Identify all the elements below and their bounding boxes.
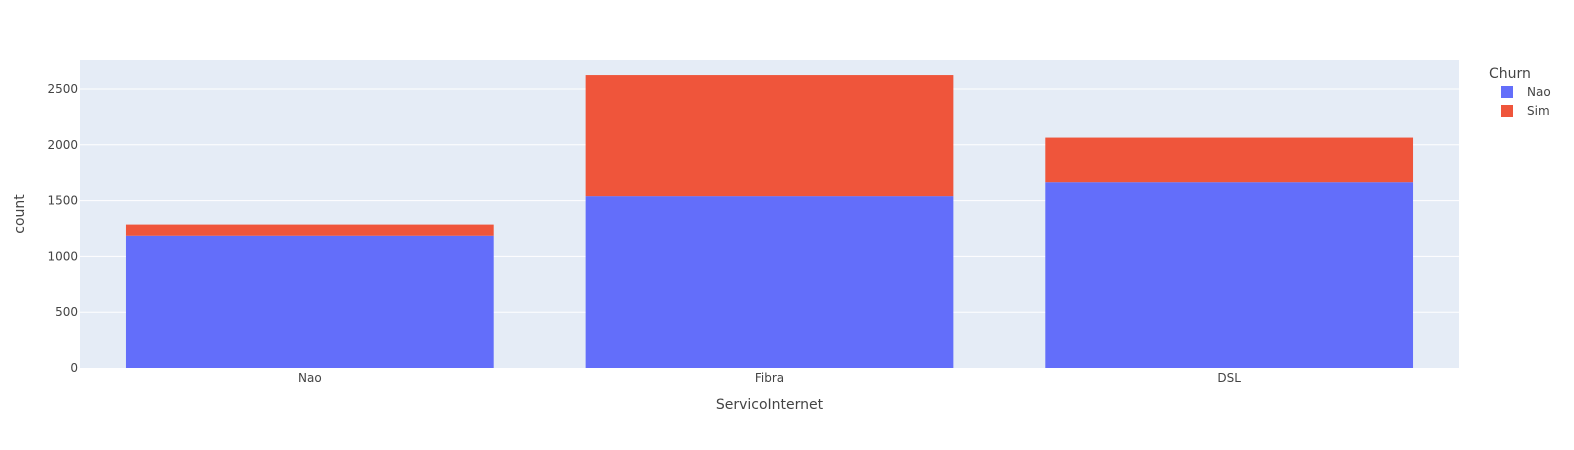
y-tick-label: 2000 [47, 138, 78, 152]
bar-nao-sim[interactable] [125, 224, 494, 236]
legend-swatch-sim[interactable] [1501, 105, 1513, 117]
legend-swatch-nao[interactable] [1501, 86, 1513, 98]
y-axis-ticks: 0 500 1000 1500 2000 2500 [47, 82, 78, 375]
y-axis-title: count [12, 194, 28, 234]
legend-title: Churn [1489, 66, 1531, 82]
bars [125, 75, 1414, 368]
x-tick-label: DSL [1217, 371, 1241, 385]
y-tick-label: 2500 [47, 82, 78, 96]
bar-dsl-nao[interactable] [1045, 182, 1414, 368]
x-tick-label: Fibra [755, 371, 784, 385]
bar-dsl-sim[interactable] [1045, 137, 1414, 183]
y-tick-label: 0 [70, 361, 78, 375]
bar-fibra-nao[interactable] [585, 196, 954, 368]
bar-fibra-sim[interactable] [585, 75, 954, 197]
legend[interactable]: Churn Nao Sim [1489, 66, 1551, 118]
legend-label-sim[interactable]: Sim [1527, 104, 1550, 118]
x-axis-ticks: Nao Fibra DSL [298, 371, 1241, 385]
legend-label-nao[interactable]: Nao [1527, 85, 1551, 99]
y-tick-label: 1500 [47, 194, 78, 208]
bar-nao-nao[interactable] [125, 235, 494, 368]
y-tick-label: 500 [55, 305, 78, 319]
x-tick-label: Nao [298, 371, 322, 385]
y-tick-label: 1000 [47, 249, 78, 263]
x-axis-title: ServicoInternet [716, 397, 824, 413]
